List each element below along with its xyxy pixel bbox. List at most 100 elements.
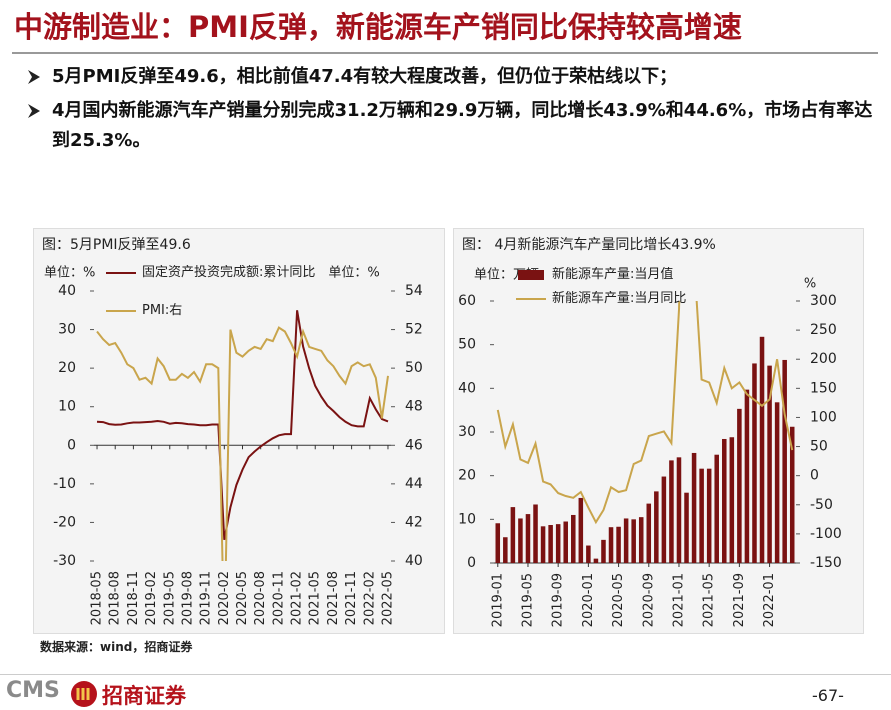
bar <box>752 363 757 563</box>
bar <box>684 492 689 563</box>
y2-tick-label: 150 <box>810 380 837 396</box>
bar <box>578 497 584 563</box>
y2-tick-label: 52 <box>405 322 423 338</box>
line <box>496 301 794 525</box>
y2-unit: % <box>804 277 816 292</box>
legend-label: PMI:右 <box>142 303 183 318</box>
x-tick-label: 2018-05 <box>90 571 105 625</box>
y2-tick-label: 46 <box>405 437 423 453</box>
y-tick-label: 50 <box>458 337 476 353</box>
x-tick-label: 2020-09 <box>641 573 656 627</box>
bar <box>714 454 719 563</box>
legend: 固定资产投资完成额:累计同比 <box>142 265 316 280</box>
bar <box>638 517 644 563</box>
bar <box>510 507 516 563</box>
x-tick-label: 2020-01 <box>581 573 596 627</box>
bar <box>676 457 682 563</box>
x-tick-label: 2022-05 <box>380 571 395 625</box>
bar <box>661 476 667 563</box>
y2-tick-label: 54 <box>405 283 423 299</box>
y-tick-label: 40 <box>58 283 76 299</box>
bar <box>518 518 523 563</box>
bar <box>699 468 704 563</box>
bar <box>608 527 614 563</box>
logo-icon <box>71 681 97 707</box>
y-tick-label: 20 <box>458 468 476 484</box>
x-tick-label: 2018-11 <box>126 571 141 625</box>
bar <box>563 521 568 563</box>
x-tick-label: 2019-02 <box>144 571 159 625</box>
y-tick-label: 30 <box>58 322 76 338</box>
legend-label: 新能源车产量:当月值 <box>552 267 674 282</box>
x-tick-label: 2021-08 <box>326 571 341 625</box>
x-tick-label: 2021-01 <box>671 573 686 627</box>
x-tick-label: 2021-11 <box>344 571 359 625</box>
bar <box>571 514 576 563</box>
legend-swatch <box>518 270 544 280</box>
bar <box>601 539 606 563</box>
x-tick-label: 2022-01 <box>762 573 777 627</box>
x-tick-label: 2021-09 <box>732 573 747 627</box>
legend: 新能源车产量:当月值 <box>552 267 674 282</box>
x-tick-label: 2021-05 <box>702 573 717 627</box>
bar <box>623 518 629 563</box>
bar <box>646 503 652 563</box>
bar <box>593 558 599 563</box>
y2-tick-label: -50 <box>810 497 833 513</box>
bar <box>525 514 531 563</box>
bar <box>789 426 795 563</box>
bullet-icons <box>28 70 40 118</box>
bullet: 4月国内新能源汽车产销量分别完成31.2万辆和29.9万辆，同比增长43.9%和… <box>52 100 873 151</box>
x-tick-label: 2020-11 <box>271 571 286 625</box>
y-unit: 单位：% <box>44 266 95 281</box>
x-tick-label: 2020-02 <box>217 571 232 625</box>
y-tick-label: -30 <box>53 553 76 569</box>
plot <box>495 301 795 563</box>
y-tick-label: -10 <box>53 476 76 492</box>
y2-tick-label: 40 <box>405 553 423 569</box>
page-number: -67- <box>812 686 844 705</box>
x-tick-label: 2020-05 <box>611 573 626 627</box>
y-tick-label: 0 <box>67 437 76 453</box>
bullet: 5月PMI反弹至49.6，相比前值47.4有较大程度改善，但仍位于荣枯线以下； <box>52 66 678 87</box>
bar <box>503 537 508 563</box>
line <box>96 326 389 561</box>
bar <box>774 402 780 563</box>
bar <box>722 438 727 563</box>
source: 数据来源：wind，招商证券 <box>40 640 193 654</box>
bar <box>669 460 674 563</box>
title-rule <box>12 52 878 54</box>
y2-tick-label: 200 <box>810 351 837 367</box>
x-tick-label: 2019-01 <box>490 573 505 627</box>
x-tick-label: 2019-05 <box>162 571 177 625</box>
logo-name: 招商证券 <box>102 684 186 708</box>
bar <box>729 437 735 563</box>
y-tick-label: -20 <box>53 514 76 530</box>
bar <box>691 452 697 563</box>
y2-tick-label: 48 <box>405 399 423 415</box>
legend-label: 固定资产投资完成额:累计同比 <box>142 265 316 280</box>
slide-title: 中游制造业：PMI反弹，新能源车产销同比保持较高增速 <box>14 10 742 44</box>
bar <box>654 491 659 563</box>
bar <box>759 336 765 563</box>
y-tick-label: 60 <box>458 293 476 309</box>
x-tick-label: 2021-05 <box>308 571 323 625</box>
y-tick-label: 30 <box>458 424 476 440</box>
x-tick-label: 2019-05 <box>520 573 535 627</box>
y2-tick-label: -100 <box>810 526 842 542</box>
bar <box>767 365 772 563</box>
bar <box>548 525 553 563</box>
bar <box>744 389 750 563</box>
y-tick-label: 10 <box>458 511 476 527</box>
y-tick-label: 20 <box>58 360 76 376</box>
y2-tick-label: 50 <box>405 360 423 376</box>
x-tick-label: 2020-05 <box>235 571 250 625</box>
legend: PMI:右 <box>142 303 183 318</box>
chart-title: 图： 4月新能源汽车产量同比增长43.9% <box>462 236 716 253</box>
y2-tick-label: 50 <box>810 439 828 455</box>
y2-unit: 单位：% <box>328 266 379 281</box>
y2-tick-label: -150 <box>810 555 842 571</box>
line <box>96 310 389 540</box>
plot <box>96 310 389 561</box>
